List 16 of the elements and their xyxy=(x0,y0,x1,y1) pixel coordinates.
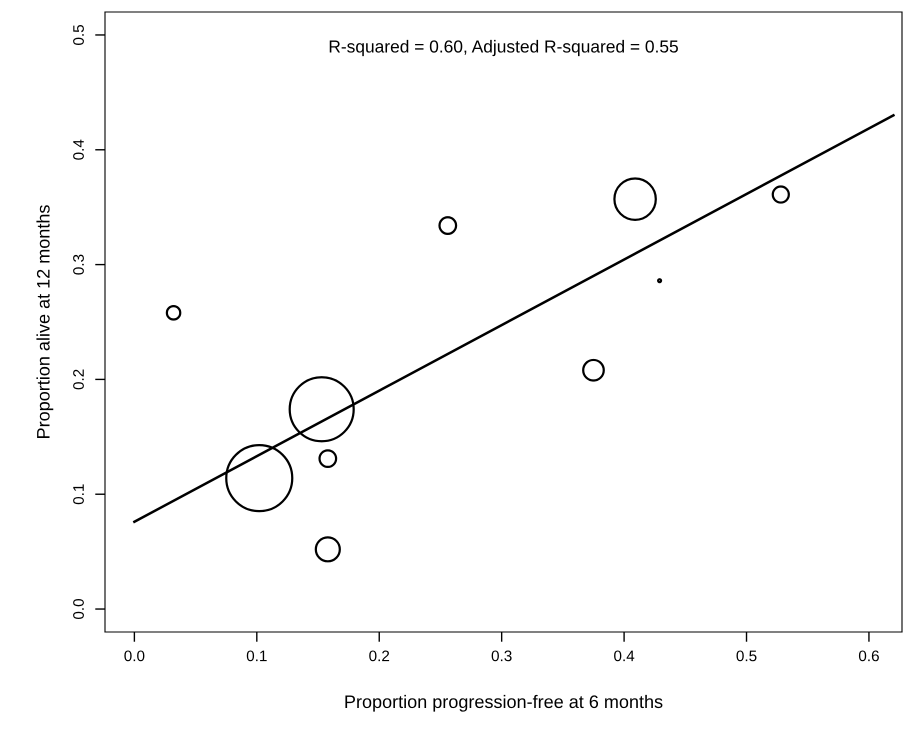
y-tick-label: 0.0 xyxy=(73,599,84,620)
y-axis-title: Proportion alive at 12 months xyxy=(36,205,54,438)
x-tick-label: 0.3 xyxy=(492,650,512,662)
annotation: R-squared = 0.60, Adjusted R-squared = 0.55 xyxy=(330,40,678,56)
x-tick-label: 0.5 xyxy=(736,650,756,662)
x-tick-label: 0.0 xyxy=(124,650,144,662)
x-tick-label: 0.6 xyxy=(858,650,879,662)
y-tick-label: 0.1 xyxy=(73,484,84,504)
y-tick-label: 0.5 xyxy=(73,24,84,45)
x-axis-title: Proportion progression-free at 6 months xyxy=(345,694,662,712)
y-tick-label: 0.2 xyxy=(73,370,84,390)
x-tick-label: 0.4 xyxy=(614,650,634,662)
x-tick-label: 0.2 xyxy=(369,650,390,662)
y-tick-label: 0.4 xyxy=(73,140,84,160)
y-tick-label: 0.3 xyxy=(73,254,84,275)
x-tick-label: 0.1 xyxy=(246,650,267,662)
